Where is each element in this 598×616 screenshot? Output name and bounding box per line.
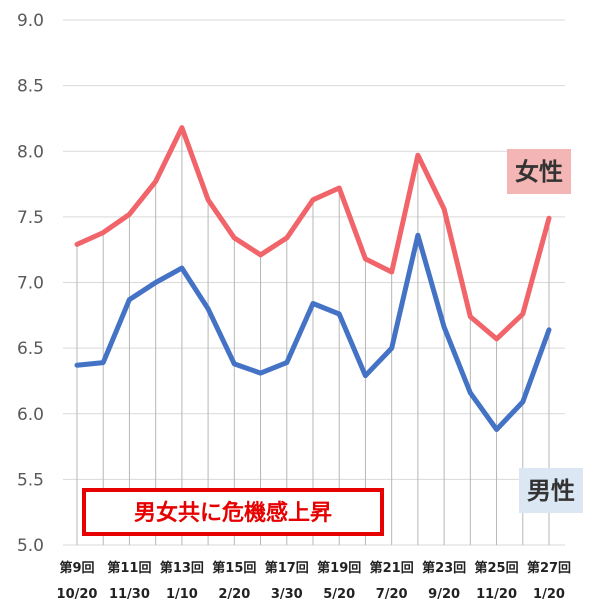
annotation-text: 男女共に危機感上昇 — [134, 500, 332, 526]
x-tick-label: 第21回 — [370, 560, 414, 576]
x-tick-label: 3/30 — [271, 587, 303, 602]
series-label-female-box — [507, 149, 571, 194]
x-tick-label: 1/10 — [166, 587, 198, 602]
series-lines — [74, 125, 552, 432]
annotation-box — [82, 488, 384, 536]
x-tick-label: 7/20 — [376, 587, 408, 602]
x-tick-label: 第11回 — [107, 560, 151, 576]
x-tick-label: 第27回 — [527, 560, 571, 576]
y-tick-label: 7.5 — [17, 208, 44, 228]
series-label-female: 女性 — [507, 149, 571, 194]
x-axis-ticks: 第9回 10/20 第11回 11/30 第13回 1/10 第15回 2/20 第17回 3/3… — [57, 560, 572, 602]
y-tick-label: 9.0 — [17, 11, 44, 31]
y-axis-ticks: 5.0 5.5 6.0 6.5 7.0 7.5 8.0 8.5 9.0 — [17, 11, 44, 556]
series-label-male-box — [519, 468, 583, 513]
annotation-callout: 男女共に危機感上昇 — [82, 488, 384, 536]
y-tick-label: 6.0 — [17, 405, 44, 425]
y-tick-label: 7.0 — [17, 274, 44, 294]
x-tick-label: 1/20 — [533, 587, 565, 602]
y-tick-label: 5.5 — [17, 470, 44, 490]
series-label-male: 男性 — [519, 468, 583, 513]
y-tick-label: 6.5 — [17, 339, 44, 359]
x-tick-label: 第15回 — [212, 560, 256, 576]
x-tick-label: 10/20 — [57, 587, 98, 602]
x-tick-label: 第17回 — [265, 560, 309, 576]
series-line-female — [74, 125, 552, 342]
series-label-female-text: 女性 — [515, 158, 563, 186]
x-tick-label: 5/20 — [323, 587, 355, 602]
series-label-male-text: 男性 — [527, 477, 575, 505]
x-tick-label: 11/30 — [109, 587, 150, 602]
x-tick-label: 第13回 — [160, 560, 204, 576]
grid — [63, 19, 565, 546]
x-tick-label: 第25回 — [475, 560, 519, 576]
x-tick-label: 9/20 — [428, 587, 460, 602]
x-tick-label: 第19回 — [317, 560, 361, 576]
series-line-male — [74, 232, 552, 432]
y-tick-label: 5.0 — [17, 536, 44, 556]
x-tick-label: 第9回 — [59, 560, 94, 576]
x-tick-label: 11/20 — [476, 587, 517, 602]
x-tick-label: 2/20 — [218, 587, 250, 602]
y-tick-label: 8.0 — [17, 142, 44, 162]
x-tick-label: 第23回 — [422, 560, 466, 576]
y-tick-label: 8.5 — [17, 77, 44, 97]
